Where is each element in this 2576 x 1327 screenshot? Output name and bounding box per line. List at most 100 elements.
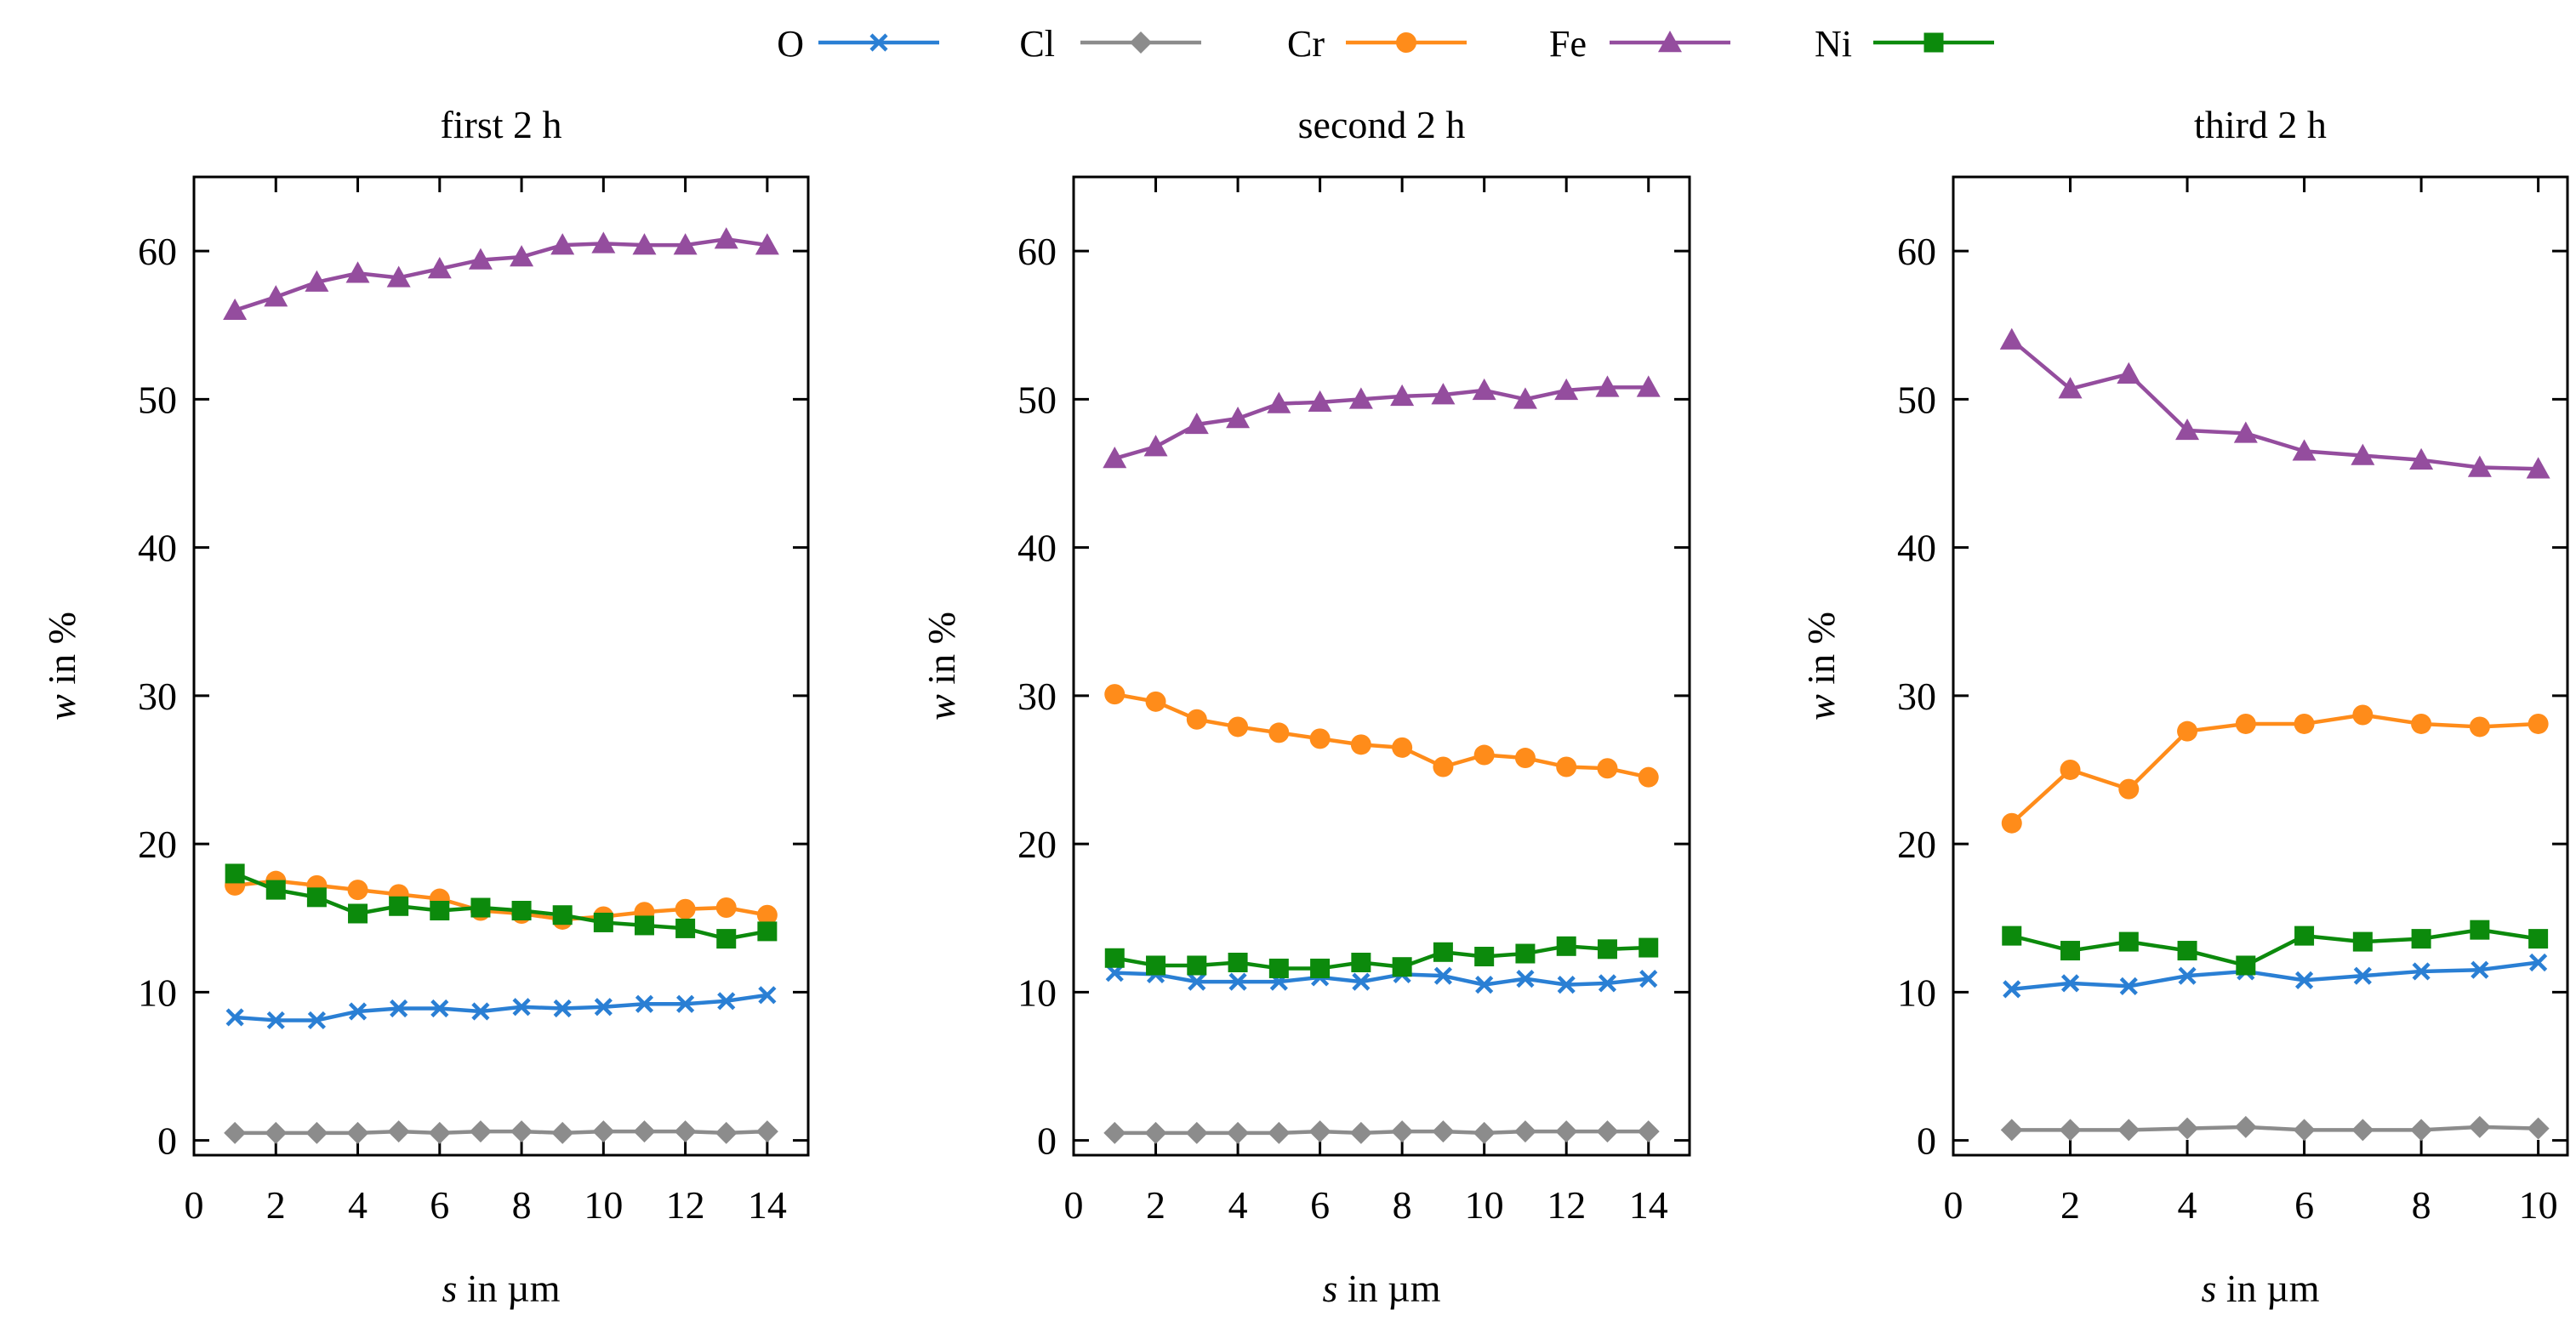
data-point (1145, 691, 1166, 712)
data-point (347, 880, 368, 901)
series-ni (1104, 936, 1659, 978)
data-point (1348, 387, 1373, 409)
data-point (2175, 418, 2200, 441)
data-point (2471, 960, 2489, 979)
data-point (1515, 943, 1536, 964)
data-point (1637, 1120, 1660, 1143)
data-point (512, 998, 531, 1017)
data-point (1474, 947, 1495, 967)
data-point (470, 897, 491, 918)
data-point (2470, 920, 2490, 940)
data-point (1352, 972, 1371, 991)
x-axis-label-symbol: s (442, 1267, 458, 1310)
data-point (2117, 1119, 2140, 1142)
data-point (2527, 1117, 2550, 1140)
data-point (1308, 1120, 1331, 1143)
legend-marker (1130, 31, 1152, 54)
y-axis-label-symbol: w (40, 694, 83, 720)
data-point (1186, 709, 1207, 730)
chart-panel-3: third 2 h 0 10 20 30 40 50 60 0 2 4 6 8 10 s in µm w in… (1799, 103, 2569, 1310)
x-tick-label: 0 (1944, 1183, 1963, 1227)
data-point (1184, 412, 1209, 435)
data-point (1187, 955, 1207, 976)
data-point (1597, 939, 1617, 960)
x-tick-label: 10 (1465, 1183, 1504, 1227)
data-point (716, 929, 737, 949)
data-point (674, 1120, 697, 1143)
x-tick-label: 14 (748, 1183, 787, 1227)
data-point (2234, 1115, 2257, 1138)
data-point (510, 245, 534, 267)
series-fe (223, 227, 779, 321)
y-tick-label: 60 (138, 230, 177, 273)
series-line (1114, 971, 1649, 987)
series-line (2010, 338, 2539, 471)
data-point (1228, 716, 1249, 738)
series-cl (1103, 1120, 1660, 1144)
data-point (1556, 756, 1577, 777)
x-axis-label-unit: in µm (457, 1267, 560, 1310)
data-point (1639, 970, 1658, 988)
data-point (2000, 1119, 2023, 1142)
y-tick-label: 30 (138, 675, 177, 718)
series-o (2003, 953, 2548, 999)
data-point (1226, 407, 1251, 429)
data-point (1390, 384, 1415, 407)
data-point (1596, 1120, 1619, 1143)
data-point (634, 915, 654, 936)
data-point (756, 904, 778, 925)
legend: O Cl Cr Fe Ni (777, 23, 1994, 65)
data-point (2351, 1119, 2374, 1142)
data-point (305, 270, 329, 292)
data-point (758, 986, 777, 1005)
series-ni (2002, 920, 2549, 976)
data-point (345, 261, 370, 283)
data-point (2292, 439, 2317, 461)
data-point (1598, 974, 1617, 993)
data-point (428, 1121, 451, 1144)
series-fe (1103, 375, 1661, 469)
data-point (1144, 1121, 1167, 1144)
data-point (1556, 936, 1576, 956)
series-line (2011, 927, 2539, 968)
x-axis-label-unit: in µm (2216, 1267, 2319, 1310)
y-tick-label: 60 (1017, 230, 1057, 273)
data-point (2467, 455, 2492, 477)
data-point (1143, 435, 1168, 457)
data-point (1267, 391, 1291, 413)
data-point (1104, 684, 1126, 705)
data-point (2060, 974, 2080, 993)
data-point (2412, 962, 2431, 981)
data-point (2001, 812, 2022, 834)
data-point (675, 898, 696, 920)
data-point (2177, 941, 2197, 961)
series-cr (2001, 704, 2549, 834)
data-point (307, 1011, 326, 1030)
x-tick-label: 2 (266, 1183, 286, 1227)
data-point (2178, 966, 2197, 985)
data-point (592, 1120, 615, 1143)
data-point (717, 992, 736, 1011)
y-tick-label: 40 (1897, 527, 1936, 570)
plot-frame (192, 175, 810, 1157)
data-point (1103, 1121, 1126, 1144)
data-point (265, 1121, 288, 1144)
data-point (2351, 443, 2375, 465)
data-point (430, 901, 450, 920)
data-point (469, 1120, 492, 1143)
y-tick-label: 30 (1017, 675, 1057, 718)
data-point (551, 1121, 574, 1144)
data-point (1472, 378, 1496, 401)
data-point (348, 1002, 368, 1021)
data-point (305, 1121, 328, 1144)
data-point (2294, 925, 2315, 946)
y-tick-label: 40 (1017, 527, 1057, 570)
x-tick-label: 4 (1228, 1183, 1248, 1227)
y-tick-label: 20 (1897, 823, 1936, 866)
data-point (2409, 447, 2434, 470)
data-point (471, 1002, 490, 1021)
data-point (225, 1008, 244, 1027)
y-tick-label: 30 (1897, 675, 1936, 718)
